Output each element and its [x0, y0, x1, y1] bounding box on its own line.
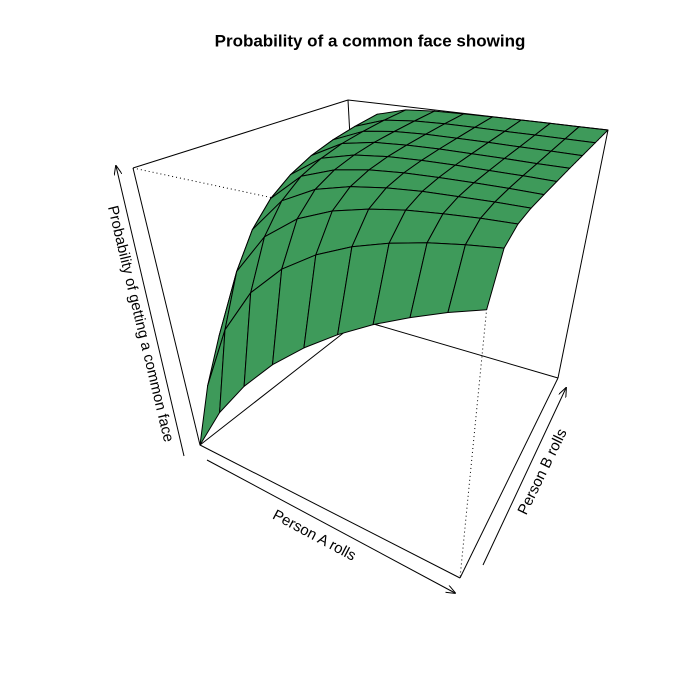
surface-facet — [447, 244, 505, 313]
box-edge — [459, 377, 559, 579]
chart-title: Probability of a common face showing — [215, 31, 526, 50]
box-edge — [347, 99, 609, 131]
y-axis-arrow — [482, 388, 566, 566]
x-axis-arrow — [206, 459, 455, 593]
box-edge — [557, 129, 609, 379]
box-edge — [359, 319, 559, 379]
z-axis-arrow — [116, 166, 185, 457]
box-edge — [132, 167, 201, 446]
box-edge — [199, 444, 461, 579]
box-edge — [199, 319, 361, 446]
surface — [199, 109, 609, 446]
box-edges — [132, 99, 609, 579]
z-axis-label: Probability of getting a common face — [104, 204, 177, 444]
box-edge — [132, 99, 349, 169]
x-axis-label: Person A rolls — [270, 506, 359, 564]
y-axis-label: Person B rolls — [514, 426, 570, 517]
